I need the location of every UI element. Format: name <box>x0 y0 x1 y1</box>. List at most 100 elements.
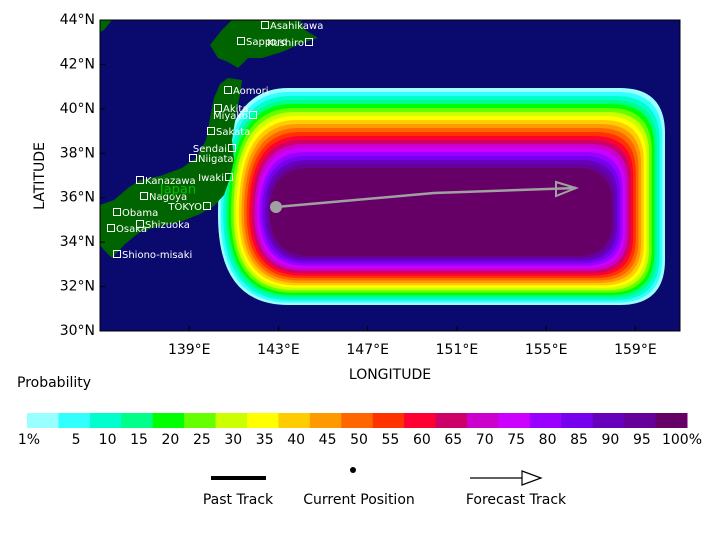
city-label: Akita <box>223 104 248 115</box>
legend-swatch <box>341 413 374 428</box>
forecast-arrow-key <box>521 470 543 486</box>
city-label: Aomori <box>233 86 269 97</box>
y-tick-label: 44°N <box>60 12 95 28</box>
city-marker <box>203 202 211 210</box>
legend-swatch <box>278 413 311 428</box>
city-label: Kanazawa <box>145 176 196 187</box>
city-label: Obama <box>122 208 158 219</box>
city-label: Osaka <box>116 224 147 235</box>
city-label: Sendai <box>193 144 227 155</box>
legend-swatch <box>247 413 279 428</box>
legend-swatch <box>121 413 154 428</box>
plot-frame <box>99 19 681 332</box>
city-marker <box>237 37 245 45</box>
x-tick-label: 147°E <box>346 342 389 358</box>
city-marker <box>113 250 121 258</box>
city-marker <box>305 38 313 46</box>
y-tick-label: 38°N <box>60 145 95 161</box>
y-tick-label: 30°N <box>60 323 95 339</box>
legend-swatch <box>529 413 562 428</box>
land-nw <box>100 20 112 32</box>
legend-label: 70 <box>476 432 494 448</box>
y-tick-label: 42°N <box>60 56 95 72</box>
legend-label: Past Track <box>203 492 274 508</box>
x-tick-label: 143°E <box>257 342 300 358</box>
legend-swatch <box>498 413 531 428</box>
city-label: Asahikawa <box>270 21 323 32</box>
y-axis-label: LATITUDE <box>32 142 48 210</box>
city-label: Shiono-misaki <box>122 250 192 261</box>
city-marker <box>136 220 144 228</box>
city-label: Sakata <box>216 127 250 138</box>
legend-label: 75 <box>507 432 525 448</box>
kyushu-shikoku <box>100 205 118 234</box>
legend-label: 1% <box>18 432 40 448</box>
city-label: Shizuoka <box>145 220 190 231</box>
legend-swatch <box>184 413 217 428</box>
forecast-track <box>275 186 577 209</box>
city-label: Iwaki <box>198 173 224 184</box>
city-label: Sapporo <box>246 37 287 48</box>
legend-label: 45 <box>319 432 337 448</box>
legend-swatch <box>89 413 122 428</box>
city-marker <box>249 111 257 119</box>
legend-label: 15 <box>130 432 148 448</box>
legend-label: 60 <box>413 432 431 448</box>
legend-label: 55 <box>382 432 400 448</box>
legend-label: 50 <box>350 432 368 448</box>
city-label: TOKYO <box>167 202 202 213</box>
city-marker <box>225 173 233 181</box>
legend-label: 100% <box>662 432 702 448</box>
city-marker <box>207 127 215 135</box>
x-tick-label: 155°E <box>525 342 568 358</box>
city-marker <box>224 86 232 94</box>
x-tick-label: 159°E <box>614 342 657 358</box>
legend-label: 90 <box>602 432 620 448</box>
y-tick-label: 40°N <box>60 101 95 117</box>
legend-label: 80 <box>539 432 557 448</box>
legend-label: 5 <box>72 432 81 448</box>
legend-swatch <box>27 413 59 428</box>
x-axis-label: LONGITUDE <box>349 367 431 383</box>
axes: 139°E 143°E 147°E 151°E 155°E 159°E 30°N 32°N 34… <box>60 12 657 358</box>
city-label: Miyako <box>213 111 248 122</box>
legend-swatch <box>372 413 405 428</box>
region-label: Japan <box>159 183 196 198</box>
legend-swatch <box>215 413 248 428</box>
current-position-key <box>350 467 356 473</box>
city-marker <box>136 176 144 184</box>
city-marker <box>140 192 148 200</box>
legend-label: 85 <box>570 432 588 448</box>
legend-swatch <box>561 413 594 428</box>
legend-label: 25 <box>193 432 211 448</box>
legend-label: Current Position <box>303 492 415 508</box>
legend-swatch <box>592 413 625 428</box>
city-marker <box>214 104 222 112</box>
legend-label: 65 <box>444 432 462 448</box>
y-tick-label: 36°N <box>60 190 95 206</box>
legend-label: 35 <box>256 432 274 448</box>
legend-swatch <box>309 413 342 428</box>
legend-swatch <box>435 413 468 428</box>
land <box>100 20 318 258</box>
city-marker <box>228 144 236 152</box>
y-tick-label: 32°N <box>60 279 95 295</box>
city-marker <box>113 208 121 216</box>
legend-swatch <box>467 413 499 428</box>
city-marker <box>107 224 115 232</box>
legend-title: Probability <box>17 375 91 391</box>
legend-label: 40 <box>287 432 305 448</box>
probability-bands <box>218 88 665 305</box>
legend-swatch <box>152 413 185 428</box>
y-tick-label: 34°N <box>60 234 95 250</box>
legend-label: 20 <box>162 432 180 448</box>
legend-label: 30 <box>224 432 242 448</box>
honshu <box>100 78 242 258</box>
x-tick-label: 151°E <box>436 342 479 358</box>
forecast-arrow <box>555 180 580 198</box>
x-tick-label: 139°E <box>168 342 211 358</box>
legend: 1% 5 10 15 20 25 30 35 40 45 50 55 60 65 70 75 80 85 90 95 1… <box>18 413 702 448</box>
hokkaido <box>210 20 318 68</box>
